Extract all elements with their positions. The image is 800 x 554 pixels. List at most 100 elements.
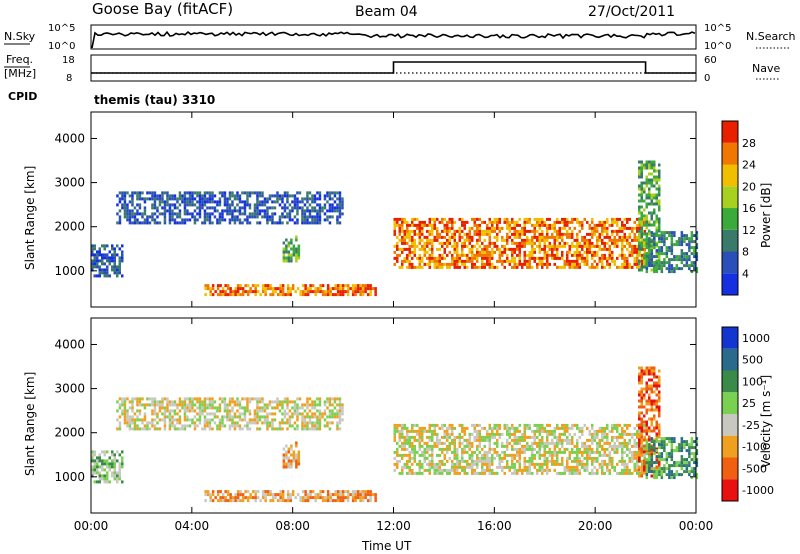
- heatmap-cell: [178, 197, 182, 201]
- heatmap-cell: [491, 435, 494, 439]
- heatmap-cell: [593, 450, 596, 454]
- heatmap-cell: [631, 244, 634, 248]
- heatmap-cell: [236, 293, 240, 297]
- heatmap-cell: [653, 470, 656, 474]
- heatmap-cell: [481, 253, 484, 257]
- heatmap-cell: [294, 496, 297, 500]
- heatmap-cell: [418, 462, 421, 466]
- heatmap-cell: [586, 253, 589, 257]
- heatmap-cell: [121, 480, 124, 484]
- heatmap-cell: [294, 290, 297, 294]
- heatmap-cell: [396, 465, 399, 469]
- heatmap-cell: [136, 415, 139, 419]
- heatmap-cell: [693, 452, 696, 456]
- heatmap-cell: [645, 440, 649, 444]
- heatmap-cell: [680, 267, 684, 271]
- heatmap-cell: [136, 400, 139, 404]
- heatmap-cell: [436, 232, 439, 236]
- heatmap-cell: [426, 456, 429, 460]
- heatmap-cell: [695, 452, 699, 456]
- heatmap-cell: [418, 441, 421, 445]
- heatmap-cell: [643, 387, 646, 391]
- heatmap-cell: [603, 220, 606, 224]
- heatmap-cell: [533, 229, 536, 233]
- heatmap-cell: [287, 456, 291, 460]
- heatmap-cell: [640, 190, 643, 194]
- heatmap-cell: [303, 221, 307, 225]
- heatmap-cell: [118, 465, 121, 469]
- heatmap-cell: [248, 412, 252, 416]
- heatmap-cell: [461, 262, 464, 266]
- heatmap-cell: [369, 493, 372, 497]
- heatmap-cell: [421, 465, 424, 469]
- heatmap-cell: [453, 229, 456, 233]
- heatmap-cell: [558, 265, 561, 269]
- heatmap-cell: [418, 226, 421, 230]
- heatmap-cell: [216, 499, 220, 503]
- heatmap-cell: [553, 247, 556, 251]
- heatmap-cell: [476, 465, 479, 469]
- heatmap-cell: [576, 465, 579, 469]
- heatmap-cell: [626, 468, 629, 472]
- heatmap-cell: [538, 217, 541, 221]
- heatmap-cell: [436, 217, 439, 221]
- heatmap-cell: [304, 496, 307, 500]
- heatmap-cell: [103, 474, 106, 478]
- heatmap-cell: [96, 480, 99, 484]
- heatmap-cell: [426, 447, 429, 451]
- heatmap-cell: [561, 256, 564, 260]
- heatmap-cell: [678, 267, 681, 271]
- heatmap-cell: [136, 209, 139, 213]
- heatmap-cell: [471, 217, 474, 221]
- heatmap-cell: [576, 235, 579, 239]
- heatmap-cell: [436, 471, 439, 475]
- heatmap-cell: [183, 427, 187, 431]
- heatmap-cell: [526, 465, 529, 469]
- heatmap-cell: [498, 453, 501, 457]
- heatmap-cell: [476, 223, 479, 227]
- heatmap-cell: [660, 440, 664, 444]
- heatmap-cell: [203, 403, 207, 407]
- heatmap-cell: [638, 250, 641, 254]
- heatmap-cell: [211, 493, 215, 497]
- heatmap-cell: [273, 206, 277, 210]
- heatmap-cell: [456, 229, 459, 233]
- heatmap-cell: [421, 232, 424, 236]
- heatmap-cell: [121, 400, 124, 404]
- heatmap-cell: [476, 250, 479, 254]
- heatmap-cell: [483, 459, 486, 463]
- heatmap-cell: [279, 493, 282, 497]
- heatmap-cell: [501, 259, 504, 263]
- heatmap-cell: [658, 256, 661, 260]
- heatmap-cell: [333, 200, 337, 204]
- heatmap-cell: [645, 467, 649, 471]
- heatmap-cell: [556, 220, 559, 224]
- heatmap-cell: [461, 456, 464, 460]
- heatmap-cell: [516, 253, 519, 257]
- heatmap-cell: [538, 444, 541, 448]
- heatmap-cell: [339, 284, 342, 288]
- heatmap-cell: [683, 470, 686, 474]
- heatmap-cell: [626, 441, 629, 445]
- heatmap-cell: [481, 465, 484, 469]
- heatmap-cell: [561, 471, 564, 475]
- heatmap-cell: [633, 441, 636, 445]
- heatmap-cell: [603, 241, 606, 245]
- heatmap-cell: [631, 253, 634, 257]
- heatmap-cell: [316, 287, 320, 291]
- heatmap-cell: [588, 438, 591, 442]
- heatmap-cell: [670, 234, 674, 238]
- heatmap-cell: [516, 429, 519, 433]
- heatmap-cell: [461, 468, 464, 472]
- heatmap-cell: [238, 400, 242, 404]
- heatmap-cell: [658, 390, 661, 394]
- heatmap-cell: [168, 400, 172, 404]
- heatmap-cell: [136, 191, 139, 195]
- heatmap-cell: [658, 467, 661, 471]
- heatmap-cell: [446, 426, 449, 430]
- heatmap-cell: [446, 223, 449, 227]
- heatmap-cell: [543, 462, 546, 466]
- heatmap-cell: [418, 444, 421, 448]
- heatmap-cell: [201, 409, 204, 413]
- heatmap-cell: [186, 191, 189, 195]
